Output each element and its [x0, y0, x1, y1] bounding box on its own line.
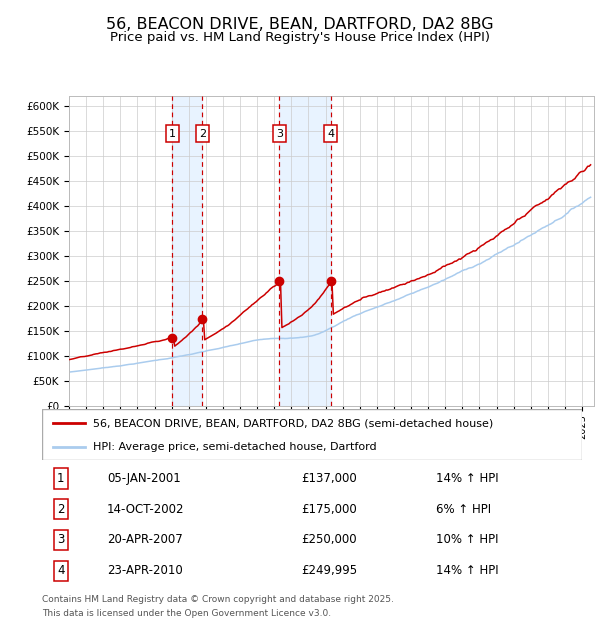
Text: 4: 4 [57, 564, 65, 577]
Text: 3: 3 [57, 533, 65, 546]
Text: 14-OCT-2002: 14-OCT-2002 [107, 503, 184, 516]
Bar [280, 96, 331, 406]
Text: 2: 2 [199, 128, 206, 139]
Text: 3: 3 [276, 128, 283, 139]
Text: 56, BEACON DRIVE, BEAN, DARTFORD, DA2 8BG: 56, BEACON DRIVE, BEAN, DARTFORD, DA2 8B… [106, 17, 494, 32]
Text: £137,000: £137,000 [301, 472, 357, 485]
Text: 05-JAN-2001: 05-JAN-2001 [107, 472, 181, 485]
Text: 1: 1 [169, 128, 176, 139]
Text: 10% ↑ HPI: 10% ↑ HPI [436, 533, 499, 546]
Text: 4: 4 [327, 128, 334, 139]
Text: 23-APR-2010: 23-APR-2010 [107, 564, 182, 577]
Text: £250,000: £250,000 [301, 533, 357, 546]
Text: 14% ↑ HPI: 14% ↑ HPI [436, 564, 499, 577]
Text: 20-APR-2007: 20-APR-2007 [107, 533, 182, 546]
Text: HPI: Average price, semi-detached house, Dartford: HPI: Average price, semi-detached house,… [94, 442, 377, 452]
FancyBboxPatch shape [42, 409, 582, 460]
Text: 14% ↑ HPI: 14% ↑ HPI [436, 472, 499, 485]
Text: 56, BEACON DRIVE, BEAN, DARTFORD, DA2 8BG (semi-detached house): 56, BEACON DRIVE, BEAN, DARTFORD, DA2 8B… [94, 418, 494, 428]
Text: Contains HM Land Registry data © Crown copyright and database right 2025.: Contains HM Land Registry data © Crown c… [42, 595, 394, 604]
Text: 1: 1 [57, 472, 65, 485]
Text: £175,000: £175,000 [301, 503, 357, 516]
Text: 2: 2 [57, 503, 65, 516]
Text: This data is licensed under the Open Government Licence v3.0.: This data is licensed under the Open Gov… [42, 609, 331, 618]
Text: 6% ↑ HPI: 6% ↑ HPI [436, 503, 491, 516]
Bar [172, 96, 202, 406]
Text: £249,995: £249,995 [301, 564, 358, 577]
Text: Price paid vs. HM Land Registry's House Price Index (HPI): Price paid vs. HM Land Registry's House … [110, 31, 490, 44]
